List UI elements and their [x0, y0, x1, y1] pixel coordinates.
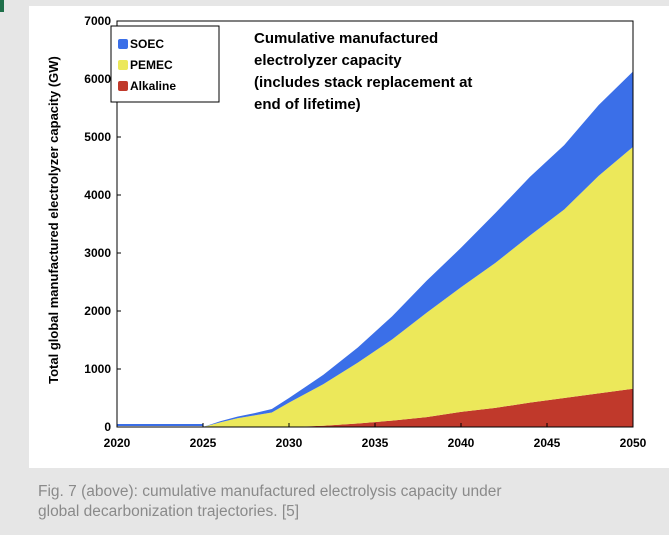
legend-label-pemec: PEMEC	[130, 58, 173, 72]
x-tick-label: 2050	[620, 436, 647, 450]
caption-line-2: global decarbonization trajectories. [5]	[38, 503, 300, 520]
annotation-line-4: end of lifetime)	[254, 96, 361, 113]
annotation-line-3: (includes stack replacement at	[254, 74, 472, 91]
x-tick-label: 2040	[448, 436, 475, 450]
legend: SOEC PEMEC Alkaline	[110, 25, 220, 103]
chart-annotation: Cumulative manufactured electrolyzer cap…	[254, 30, 472, 113]
capacity-area-chart: 2020 2025 2030 2035 2040 2045 2050 0 1000 2000 300…	[46, 14, 647, 450]
legend-swatch-soec	[118, 39, 128, 49]
y-tick-label: 6000	[84, 72, 111, 86]
legend-swatch-alkaline	[118, 81, 128, 91]
area-pemec	[117, 146, 633, 427]
x-tick-label: 2020	[104, 436, 131, 450]
y-axis-label: Total global manufactured electrolyzer c…	[46, 56, 61, 384]
x-tick-label: 2025	[190, 436, 217, 450]
x-tick-label: 2030	[276, 436, 303, 450]
figure-caption: Fig. 7 (above): cumulative manufactured …	[38, 482, 663, 522]
x-tick-label: 2045	[534, 436, 561, 450]
y-tick-label: 0	[104, 420, 111, 434]
slide-frame-edge	[0, 0, 4, 12]
y-tick-label: 3000	[84, 246, 111, 260]
area-alkaline	[117, 388, 633, 427]
y-tick-label: 1000	[84, 362, 111, 376]
x-tick-label: 2035	[362, 436, 389, 450]
chart-panel: 2020 2025 2030 2035 2040 2045 2050 0 1000 2000 300…	[29, 6, 669, 468]
series-areas	[117, 71, 633, 427]
y-tick-label: 4000	[84, 188, 111, 202]
tick-labels: 2020 2025 2030 2035 2040 2045 2050 0 1000 2000 300…	[84, 14, 646, 450]
y-tick-label: 5000	[84, 130, 111, 144]
annotation-line-2: electrolyzer capacity	[254, 52, 402, 69]
annotation-line-1: Cumulative manufactured	[254, 30, 438, 47]
y-tick-label: 7000	[84, 14, 111, 28]
legend-label-soec: SOEC	[130, 37, 164, 51]
caption-line-1: Fig. 7 (above): cumulative manufactured …	[38, 483, 502, 500]
y-tick-label: 2000	[84, 304, 111, 318]
legend-label-alkaline: Alkaline	[130, 79, 176, 93]
legend-swatch-pemec	[118, 60, 128, 70]
